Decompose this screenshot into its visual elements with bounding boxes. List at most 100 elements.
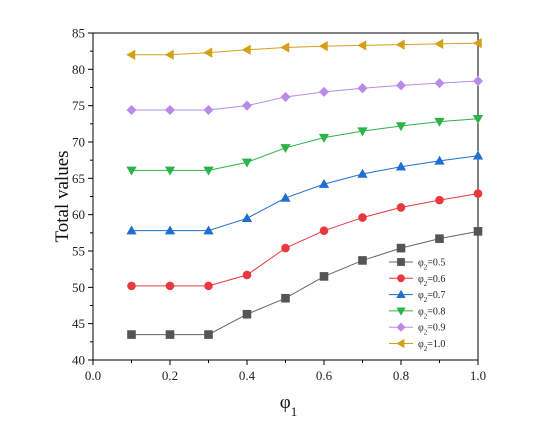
x-axis-title-symbol: φ <box>280 392 291 413</box>
series-line <box>131 42 479 56</box>
data-point <box>165 330 175 339</box>
data-point <box>435 234 444 243</box>
data-point <box>280 42 290 53</box>
y-axis-title: Total values <box>52 150 73 242</box>
data-point <box>357 168 368 178</box>
data-point <box>203 166 214 176</box>
data-point <box>241 158 253 168</box>
x-tick-label: 0.2 <box>162 368 178 383</box>
data-point <box>126 49 136 60</box>
series-line <box>131 80 479 111</box>
series-line <box>131 230 479 336</box>
x-axis-title-subscript: 1 <box>291 404 298 419</box>
data-point <box>473 227 483 236</box>
data-point <box>242 270 252 280</box>
series-line <box>131 193 479 287</box>
data-point <box>126 225 137 235</box>
series-line <box>131 155 479 232</box>
y-tick-label: 65 <box>72 171 85 186</box>
y-tick-label: 55 <box>72 244 85 259</box>
data-point <box>395 122 407 132</box>
legend-label: φ2=0.8 <box>418 306 445 320</box>
data-point <box>396 243 406 253</box>
y-tick-label: 45 <box>72 316 85 331</box>
series-layer <box>126 38 484 339</box>
legend-label: φ2=0.5 <box>418 258 445 272</box>
legend: φ2=0.5 φ2=0.6 φ2=0.7 φ2=0.8 φ2=0.9 φ2=1.0 <box>389 258 445 353</box>
series-6 <box>126 38 482 60</box>
data-point <box>395 161 407 171</box>
data-point <box>318 40 328 52</box>
legend-item: φ2=0.8 <box>389 306 445 320</box>
data-point <box>241 100 253 111</box>
data-point <box>472 38 482 49</box>
legend-item: φ2=0.6 <box>389 274 445 288</box>
series-1 <box>127 227 483 339</box>
legend-marker <box>396 322 406 332</box>
data-point <box>358 213 367 222</box>
legend-marker <box>397 274 405 283</box>
data-point <box>434 155 445 165</box>
legend-label: φ2=1.0 <box>418 339 445 353</box>
y-tick-label: 70 <box>72 135 85 150</box>
legend-item: φ2=0.5 <box>389 258 445 272</box>
x-tick-label: 1.0 <box>470 368 486 383</box>
data-point <box>357 40 367 51</box>
data-point <box>165 281 175 291</box>
data-point <box>241 44 251 55</box>
data-point <box>126 105 137 116</box>
data-point <box>164 225 176 235</box>
data-point <box>318 178 330 188</box>
data-point <box>473 189 483 198</box>
y-tick-label: 85 <box>72 26 85 41</box>
data-point <box>164 166 176 176</box>
series-3 <box>126 150 484 235</box>
data-point <box>435 195 444 205</box>
data-point <box>280 91 291 102</box>
y-tick-label: 75 <box>72 98 85 113</box>
x-tick-label: 0.6 <box>316 368 333 383</box>
data-point <box>357 83 368 94</box>
data-point <box>280 192 291 202</box>
data-point <box>280 144 291 154</box>
data-point <box>434 38 444 50</box>
legend-marker <box>397 258 405 266</box>
data-point <box>281 293 290 303</box>
y-tick-label: 80 <box>72 62 85 77</box>
data-point <box>358 256 367 265</box>
data-point <box>203 225 214 235</box>
data-point <box>204 330 213 339</box>
data-point <box>472 114 484 124</box>
data-point <box>127 330 136 339</box>
legend-item: φ2=0.7 <box>389 289 445 304</box>
data-point <box>203 105 214 116</box>
data-point <box>319 272 329 281</box>
data-point <box>241 213 253 223</box>
legend-label: φ2=0.6 <box>418 274 445 288</box>
data-point <box>395 80 407 91</box>
data-point <box>164 105 176 116</box>
data-point <box>126 166 137 176</box>
series-5 <box>126 75 484 116</box>
series-line <box>131 118 479 171</box>
y-tick-label: 60 <box>72 207 85 222</box>
legend-label: φ2=0.9 <box>418 323 445 337</box>
data-point <box>318 86 330 97</box>
data-point <box>395 39 405 50</box>
y-tick-label: 50 <box>72 280 85 295</box>
legend-item: φ2=0.9 <box>389 322 445 337</box>
data-point <box>434 117 445 127</box>
data-point <box>434 78 445 89</box>
legend-marker <box>396 307 406 316</box>
x-axis-title: φ1 <box>280 392 297 419</box>
legend-marker <box>396 338 405 349</box>
data-point <box>281 243 290 253</box>
x-tick-label: 0.8 <box>393 368 409 383</box>
data-point <box>204 281 213 291</box>
axis-ticks: 40 45 50 55 60 65 70 75 80 85 0.0 0.2 0.4 0.6 0.8 1.0 <box>72 26 486 384</box>
data-point <box>319 226 329 235</box>
legend-label: φ2=0.7 <box>418 290 445 304</box>
legend-item: φ2=1.0 <box>389 338 445 353</box>
y-tick-label: 40 <box>72 353 85 368</box>
